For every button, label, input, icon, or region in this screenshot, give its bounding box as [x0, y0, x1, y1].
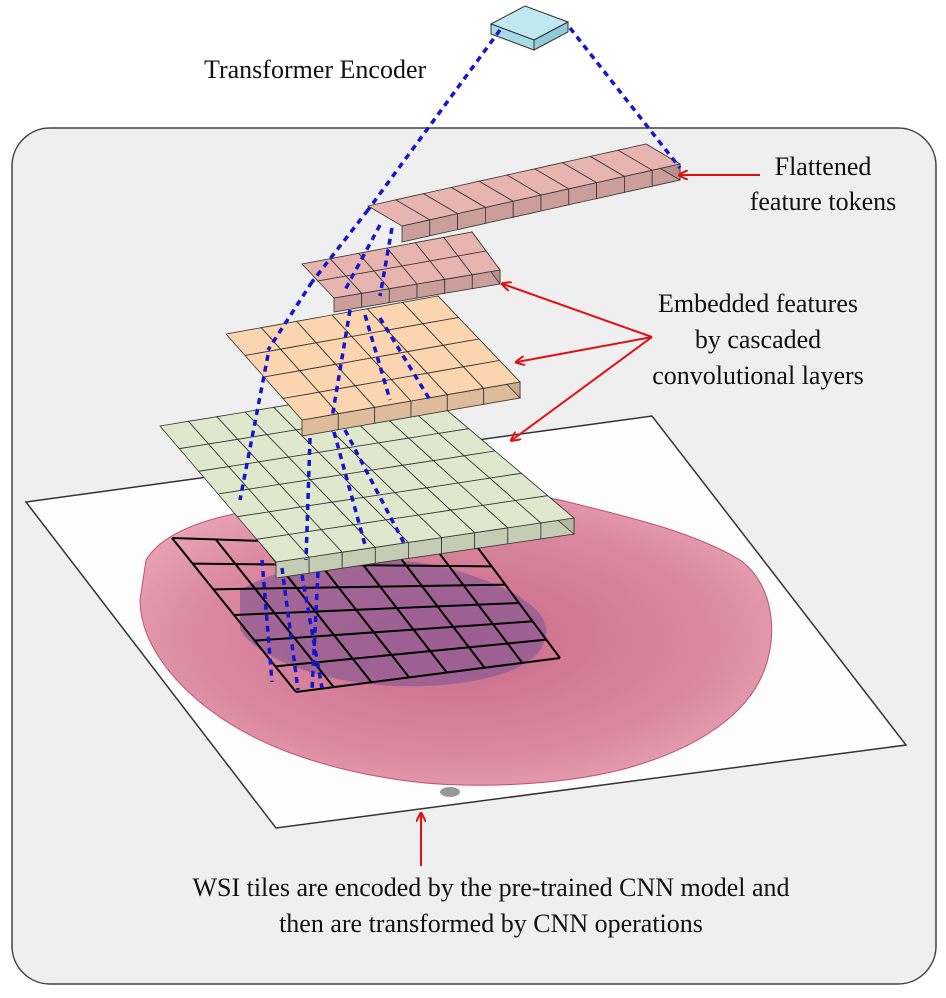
- connector: [310, 571, 320, 691]
- slide-smudge: [440, 787, 460, 797]
- arrow-to-green-layer: [512, 336, 653, 440]
- connector: [304, 437, 312, 561]
- connector: [238, 354, 270, 501]
- connector-encoder-right: [568, 26, 682, 170]
- tile-grid-line: [254, 620, 533, 642]
- encoder-block-right: [533, 21, 569, 51]
- annotation-arrows: [421, 175, 760, 866]
- layer-pink: [301, 230, 501, 313]
- dashed-connectors: [238, 26, 682, 691]
- arrow-to-pink-layer: [503, 284, 653, 338]
- orange-layer-cell: [462, 360, 521, 389]
- tile-grid-line: [295, 657, 561, 693]
- connector: [363, 314, 392, 401]
- connector: [378, 317, 432, 401]
- connector: [378, 227, 394, 297]
- tokens-label-line1: Flattened: [775, 152, 872, 181]
- feature-tokens: [366, 143, 682, 243]
- connector: [332, 431, 367, 546]
- connector: [280, 567, 300, 691]
- encoder-label: Transformer Encoder: [204, 55, 426, 84]
- caption-line2: then are transformed by CNN operations: [279, 909, 703, 938]
- connector: [330, 309, 352, 419]
- embedded-label-line2: by cascaded: [695, 325, 821, 354]
- embedded-label-line3: convolutional layers: [652, 361, 864, 390]
- connector: [300, 574, 324, 689]
- connector: [266, 281, 314, 351]
- pink-layer-cell: [457, 250, 501, 276]
- caption-line1: WSI tiles are encoded by the pre-trained…: [192, 873, 789, 902]
- tile-grid-line: [233, 602, 520, 616]
- green-layer-cell: [514, 495, 575, 524]
- embedded-label-line1: Embedded features: [658, 289, 858, 318]
- connector: [260, 559, 274, 683]
- tile-grid-line: [275, 638, 547, 668]
- connector: [310, 208, 370, 284]
- connector: [343, 224, 382, 291]
- token-cell: [617, 143, 682, 171]
- layer-green: [159, 383, 575, 579]
- encoder-block: [489, 5, 570, 51]
- connector-encoder-left: [366, 28, 502, 212]
- tokens-label-line2: feature tokens: [750, 187, 897, 216]
- layer-orange: [225, 295, 521, 437]
- tile-grid-line: [213, 583, 506, 591]
- arrow-to-orange-layer: [517, 336, 653, 362]
